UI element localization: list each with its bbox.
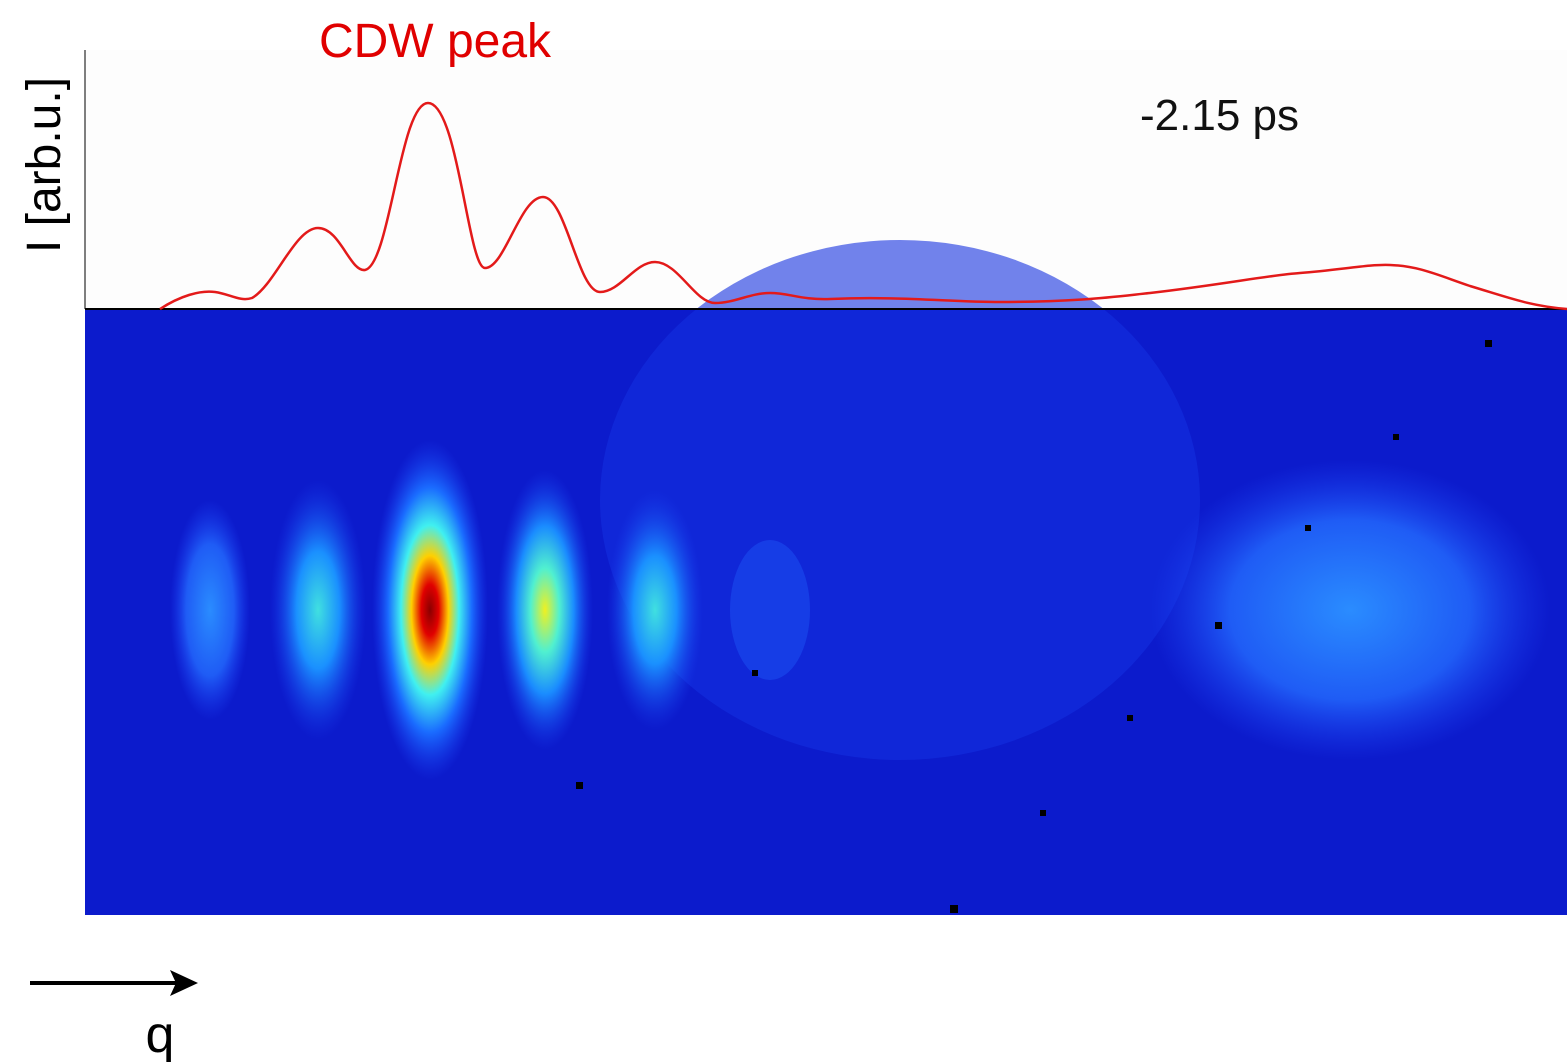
diffraction-image bbox=[85, 240, 1567, 915]
satellite-peak bbox=[170, 500, 250, 720]
q-arrowhead bbox=[170, 970, 198, 996]
x-axis-label: q bbox=[146, 1006, 175, 1062]
cdw-peak bbox=[372, 440, 488, 780]
satellite-peak bbox=[730, 540, 810, 680]
broad-peak bbox=[1150, 460, 1550, 760]
peak-label: CDW peak bbox=[319, 15, 552, 68]
intensity-profile bbox=[159, 101, 1567, 311]
dead-pixels bbox=[576, 340, 1492, 913]
satellite-peak bbox=[270, 480, 366, 740]
satellite-peak bbox=[607, 490, 703, 730]
satellite-peak bbox=[497, 470, 593, 750]
time-label: -2.15 ps bbox=[1140, 91, 1299, 140]
y-axis-label: I [arb.u.] bbox=[18, 77, 71, 253]
